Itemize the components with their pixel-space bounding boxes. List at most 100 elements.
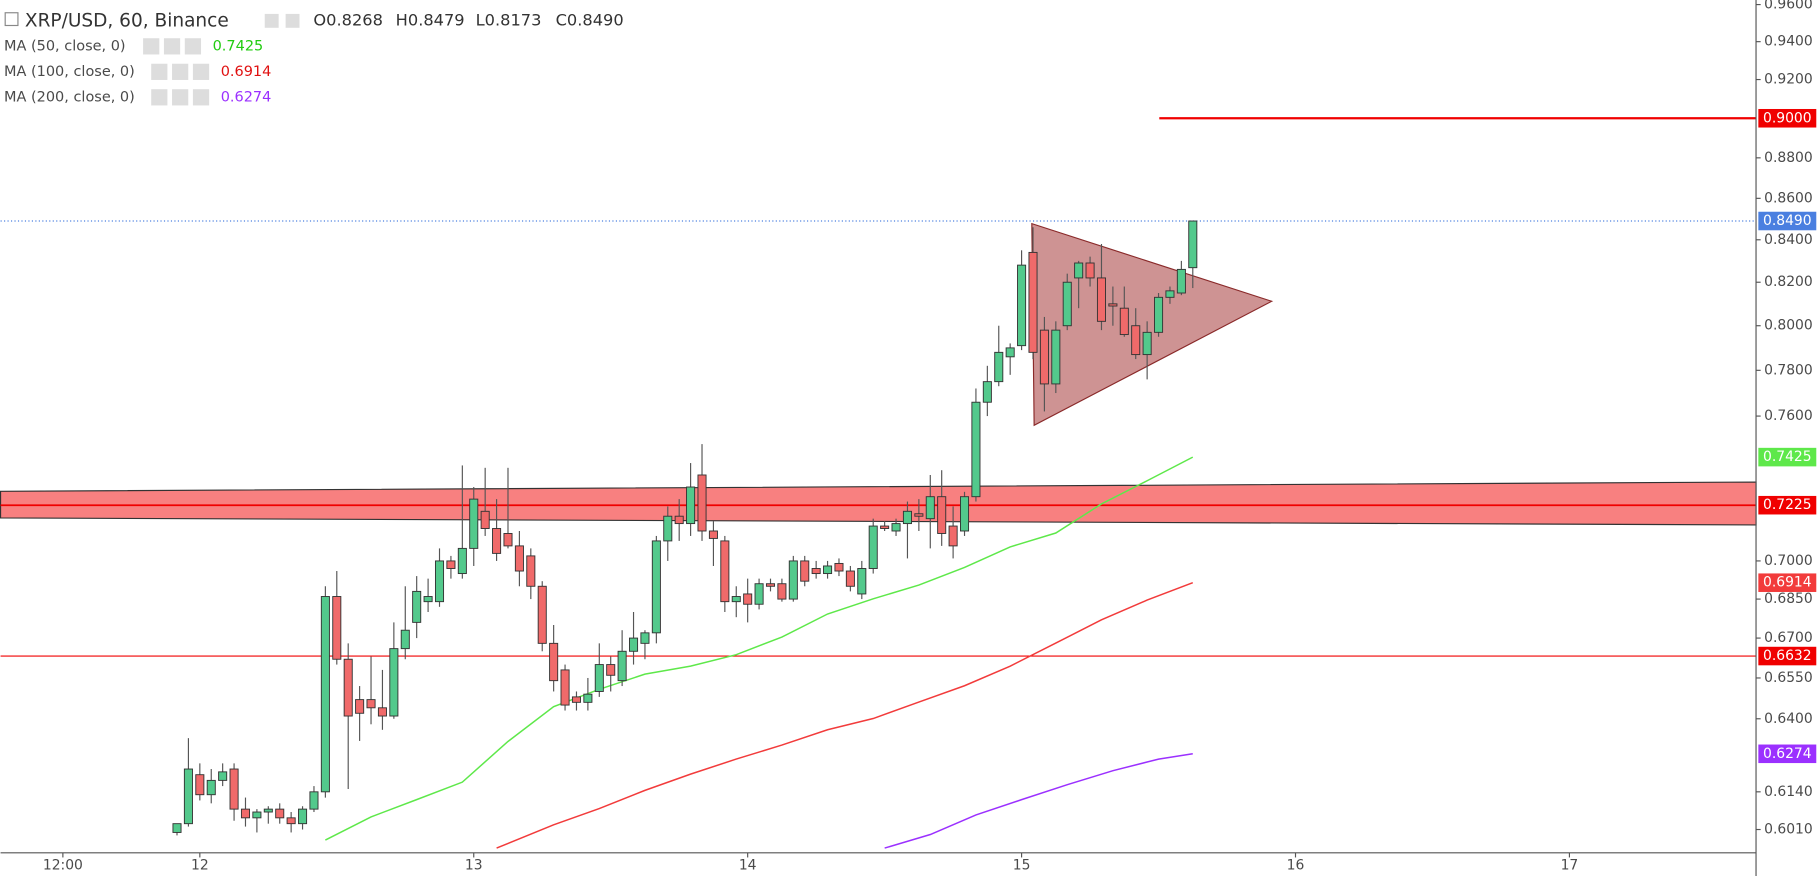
y-tick-label: 0.8000 <box>1764 318 1813 334</box>
candle-body <box>845 570 855 587</box>
candle-body <box>229 768 239 810</box>
header-icon <box>285 13 300 28</box>
price-tag <box>1758 108 1817 128</box>
candle-body <box>811 568 821 575</box>
candle-body <box>1074 262 1084 279</box>
ohlc-value: C0.8490 <box>556 10 624 29</box>
candle-body <box>434 560 445 603</box>
price-tag-label: 0.7425 <box>1763 449 1812 465</box>
price-tag-label: 0.9000 <box>1763 110 1812 126</box>
candle-body <box>754 583 764 605</box>
moving-average <box>325 456 1194 841</box>
y-tick-label: 0.6140 <box>1764 784 1813 800</box>
candle-body <box>275 808 285 819</box>
candle-body <box>971 401 981 498</box>
candle-body <box>834 562 844 572</box>
candle-body <box>720 540 730 603</box>
price-tag-label: 0.7225 <box>1763 497 1812 513</box>
candle-body <box>982 381 992 403</box>
candle-body <box>309 791 319 810</box>
candle-body <box>549 642 559 682</box>
candle-body <box>617 650 627 682</box>
candle-body <box>583 693 593 703</box>
price-tag <box>1758 211 1817 231</box>
y-tick-label: 0.6550 <box>1764 670 1813 686</box>
candle-body <box>1165 290 1175 298</box>
y-tick-label: 0.7000 <box>1764 553 1813 569</box>
candle-body <box>526 555 536 587</box>
candle-body <box>1188 220 1198 269</box>
candle-body <box>1142 331 1152 356</box>
legend-icon <box>184 38 202 55</box>
candle-body <box>788 560 798 600</box>
candle-body <box>1028 251 1038 353</box>
candle-body <box>743 593 753 605</box>
candle-body <box>457 547 467 575</box>
candle-body <box>240 808 251 819</box>
price-tag <box>1758 646 1817 666</box>
candle-body <box>663 515 673 542</box>
candle-body <box>537 585 547 644</box>
price-tag-label: 0.6914 <box>1763 575 1812 591</box>
candle-body <box>914 513 924 517</box>
price-tag-label: 0.8490 <box>1763 213 1812 229</box>
candle-body <box>925 496 935 520</box>
candle-body <box>389 648 399 717</box>
candle-body <box>960 496 970 532</box>
candle-body <box>560 669 570 706</box>
candle-body <box>902 510 912 525</box>
header-icon <box>264 13 279 28</box>
candle-body <box>1154 296 1164 333</box>
candle-body <box>731 596 741 603</box>
price-tag <box>1758 573 1817 592</box>
y-tick-label: 0.9200 <box>1764 72 1813 88</box>
candle-body <box>1085 262 1095 279</box>
legend-name: MA (50, close, 0) <box>4 38 126 54</box>
candle-body <box>263 808 273 813</box>
moving-average <box>884 753 1193 849</box>
legend-icon <box>172 63 189 80</box>
candle-body <box>629 637 639 652</box>
y-tick-label: 0.6700 <box>1764 630 1813 646</box>
x-tick-label: 17 <box>1561 858 1579 874</box>
candle-body <box>1131 325 1141 356</box>
y-tick-label: 0.6400 <box>1764 711 1813 727</box>
candle-body <box>355 699 365 714</box>
y-tick-label: 0.8600 <box>1764 190 1813 206</box>
legend-icon <box>163 38 181 55</box>
candle-body <box>1005 347 1015 358</box>
legend-icon <box>143 38 160 55</box>
candle-body <box>674 515 684 525</box>
candle-body <box>343 658 353 717</box>
y-tick-label: 0.7600 <box>1764 408 1813 424</box>
candle-body <box>218 771 228 781</box>
price-tag-label: 0.6274 <box>1763 746 1812 762</box>
legend-icon <box>151 89 168 106</box>
candle-body <box>480 510 490 529</box>
price-tag <box>1758 495 1817 515</box>
candle-body <box>571 696 581 703</box>
legend-value: 0.7425 <box>213 38 264 54</box>
y-tick-label: 0.9400 <box>1764 34 1813 50</box>
legend-icon <box>151 63 168 80</box>
candle-body <box>765 583 776 587</box>
price-tag <box>1758 744 1817 764</box>
candle-body <box>868 525 878 569</box>
x-tick-label: 15 <box>1013 858 1031 874</box>
candle-body <box>503 533 513 547</box>
y-tick-label: 0.8400 <box>1764 232 1813 248</box>
candle-body <box>880 525 890 529</box>
y-tick-label: 0.8800 <box>1764 150 1813 166</box>
legend-icon <box>172 89 189 106</box>
x-tick-label: 16 <box>1287 858 1305 874</box>
candle-body <box>823 565 833 575</box>
candle-body <box>800 560 810 582</box>
candle-body <box>446 560 456 569</box>
candle-body <box>948 525 958 547</box>
y-tick-label: 0.8200 <box>1764 274 1813 290</box>
price-tag <box>1758 447 1817 467</box>
candle-body <box>1062 281 1072 327</box>
x-tick-label: 12 <box>191 858 209 874</box>
moving-average <box>496 582 1194 849</box>
candle-body <box>1051 329 1061 385</box>
